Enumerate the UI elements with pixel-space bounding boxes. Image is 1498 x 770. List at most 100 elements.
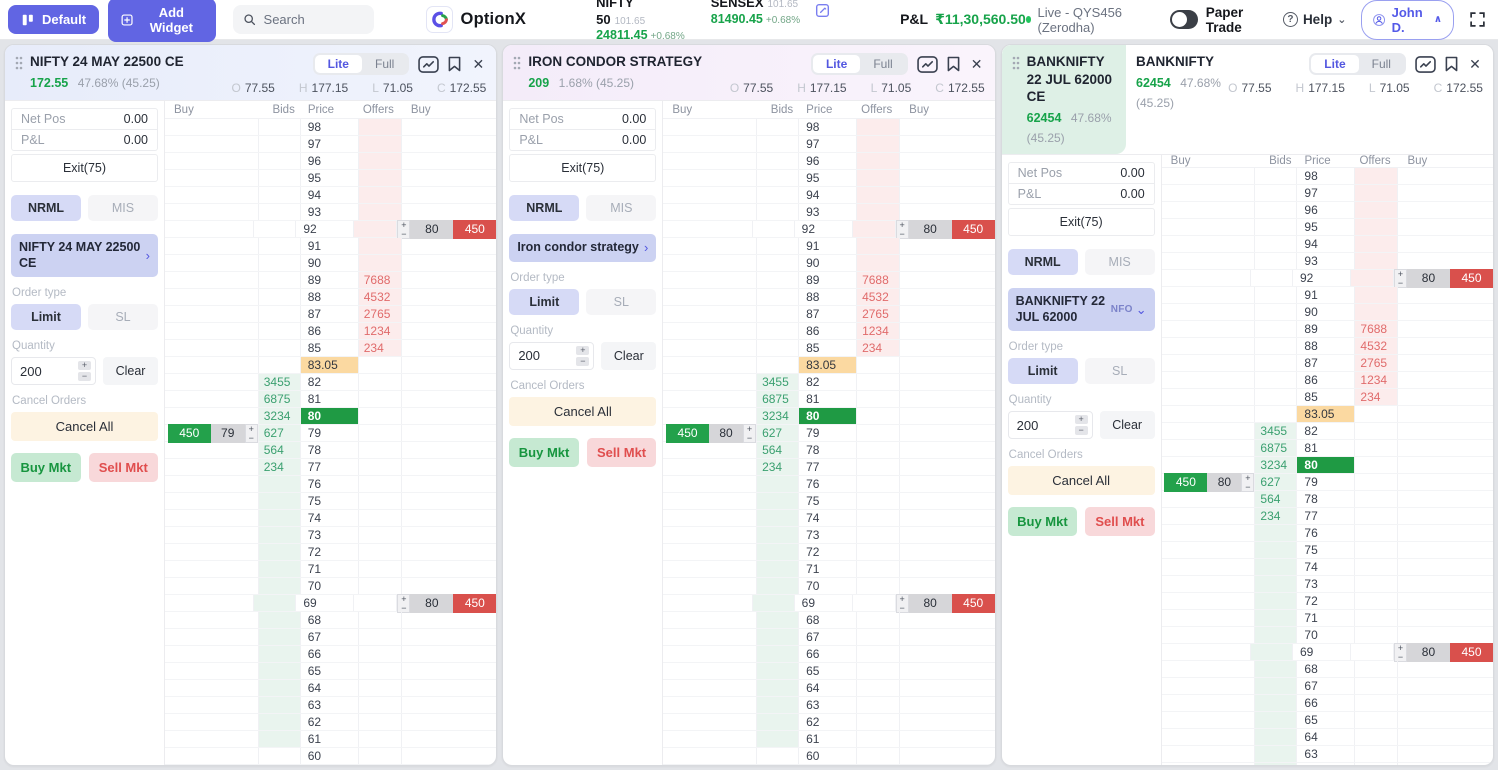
offer-qty-cell[interactable] [856, 527, 899, 543]
bid-qty-cell[interactable]: 6875 [756, 391, 799, 407]
offer-qty-cell[interactable] [1354, 440, 1397, 457]
open-order-qty-chip[interactable]: 79 [210, 424, 245, 443]
bid-qty-cell[interactable]: 3234 [1254, 457, 1297, 474]
sell-order-zone-cell[interactable] [899, 527, 995, 543]
bid-qty-cell[interactable] [756, 476, 799, 492]
buy-order-zone-cell[interactable] [165, 663, 258, 679]
bid-qty-cell[interactable] [756, 697, 799, 713]
offer-qty-cell[interactable] [357, 170, 401, 186]
bid-qty-cell[interactable] [257, 646, 300, 662]
sell-order-zone-cell[interactable] [400, 748, 497, 764]
offer-qty-cell[interactable] [1354, 661, 1397, 678]
buy-order-zone-cell[interactable] [663, 442, 756, 458]
buy-order-zone-cell[interactable] [663, 714, 756, 730]
bid-qty-cell[interactable] [756, 561, 799, 577]
offer-qty-cell[interactable] [1354, 525, 1397, 542]
nrml-toggle[interactable]: NRML [1007, 249, 1078, 276]
offer-qty-cell[interactable] [1354, 406, 1397, 423]
sell-order-zone-cell[interactable] [1397, 457, 1493, 474]
offer-qty-cell[interactable]: 1234 [856, 323, 900, 339]
offer-qty-cell[interactable]: 7688 [1354, 321, 1398, 338]
offer-qty-cell[interactable] [357, 459, 401, 475]
offer-qty-cell[interactable] [856, 255, 900, 271]
bid-qty-cell[interactable] [756, 663, 799, 679]
sell-order-zone-cell[interactable] [1397, 253, 1493, 270]
sell-order-zone-cell[interactable] [1397, 746, 1493, 763]
order-decrement-button[interactable]: − [1397, 277, 1404, 288]
bid-qty-cell[interactable]: 234 [257, 459, 300, 475]
sell-order-zone-cell[interactable] [1397, 678, 1493, 695]
instrument-selector[interactable]: NIFTY 24 MAY 22500 CE › [11, 234, 158, 278]
chart-icon[interactable] [1415, 55, 1436, 73]
sell-order-zone-cell[interactable] [899, 408, 995, 424]
fullscreen-button[interactable] [1469, 11, 1486, 28]
offer-qty-cell[interactable] [357, 408, 401, 424]
offer-qty-cell[interactable] [357, 476, 401, 492]
sell-order-zone-cell[interactable] [1397, 185, 1493, 202]
offer-qty-cell[interactable] [357, 697, 401, 713]
sell-order-zone-cell[interactable] [899, 238, 995, 254]
bid-qty-cell[interactable] [257, 204, 300, 220]
bid-qty-cell[interactable] [1254, 576, 1297, 593]
bid-qty-cell[interactable] [756, 119, 798, 135]
open-order-qty-chip[interactable]: 80 [709, 424, 744, 443]
mis-toggle[interactable]: MIS [88, 195, 158, 221]
bid-qty-cell[interactable] [1254, 355, 1296, 372]
offer-qty-cell[interactable] [856, 646, 899, 662]
buy-order-zone-cell[interactable] [663, 527, 756, 543]
offer-qty-cell[interactable] [856, 408, 899, 424]
sell-order-zone-cell[interactable] [899, 204, 995, 220]
offer-qty-cell[interactable] [353, 595, 396, 611]
sell-order-zone-cell[interactable] [400, 459, 497, 475]
buy-order-zone-cell[interactable] [1162, 372, 1255, 388]
exit-button[interactable]: Exit(75) [509, 154, 657, 182]
sell-order-zone-cell[interactable] [400, 255, 497, 271]
full-view-tab[interactable]: Full [362, 55, 407, 73]
open-order-qty-chip[interactable]: 80 [908, 594, 952, 613]
offer-qty-cell[interactable] [1354, 746, 1397, 763]
offer-qty-cell[interactable] [1354, 457, 1397, 474]
open-sell-order-value-chip[interactable]: 450 [453, 220, 497, 239]
bid-qty-cell[interactable] [257, 255, 300, 271]
bid-qty-cell[interactable] [756, 153, 798, 169]
offer-qty-cell[interactable] [856, 442, 899, 458]
offer-qty-cell[interactable]: 4532 [856, 289, 900, 305]
offer-qty-cell[interactable] [357, 153, 401, 169]
buy-order-zone-cell[interactable] [1162, 559, 1255, 575]
bid-qty-cell[interactable] [756, 510, 799, 526]
sell-order-zone-cell[interactable] [400, 493, 497, 509]
sell-order-zone-cell[interactable] [400, 544, 497, 560]
offer-qty-cell[interactable] [856, 663, 899, 679]
order-decrement-button[interactable]: − [899, 602, 905, 613]
bid-qty-cell[interactable] [257, 578, 300, 594]
bid-qty-cell[interactable] [751, 221, 794, 237]
sell-order-zone-cell[interactable] [400, 306, 497, 322]
sell-order-zone-cell[interactable] [400, 187, 497, 203]
buy-order-zone-cell[interactable] [165, 646, 258, 662]
buy-order-zone-cell[interactable]: 450 80 + − [1162, 473, 1255, 493]
order-increment-button[interactable]: + [1245, 473, 1251, 484]
user-menu[interactable]: John D. ∧ [1361, 0, 1454, 40]
buy-order-zone-cell[interactable] [663, 646, 756, 662]
sell-order-zone-cell[interactable] [400, 238, 497, 254]
bid-qty-cell[interactable] [756, 272, 798, 288]
quantity-field[interactable]: + − [509, 341, 595, 370]
sell-market-button[interactable]: Sell Mkt [586, 437, 657, 467]
close-icon[interactable]: ✕ [470, 56, 486, 73]
sell-order-zone-cell[interactable] [400, 476, 497, 492]
buy-order-zone-cell[interactable] [1162, 627, 1255, 643]
offer-qty-cell[interactable] [1354, 729, 1397, 746]
sl-toggle[interactable]: SL [1084, 358, 1155, 385]
buy-market-button[interactable]: Buy Mkt [11, 453, 81, 483]
order-increment-button[interactable]: + [899, 594, 905, 604]
bookmark-icon[interactable] [947, 56, 960, 72]
sl-toggle[interactable]: SL [88, 304, 158, 331]
sl-toggle[interactable]: SL [586, 288, 657, 315]
sell-order-zone-cell[interactable] [400, 136, 497, 152]
bid-qty-cell[interactable] [756, 136, 798, 152]
paper-trade-toggle[interactable] [1170, 10, 1198, 29]
offer-qty-cell[interactable] [1354, 576, 1397, 593]
sell-order-zone-cell[interactable] [400, 527, 497, 543]
bid-qty-cell[interactable]: 6875 [257, 391, 300, 407]
bid-qty-cell[interactable] [257, 561, 300, 577]
